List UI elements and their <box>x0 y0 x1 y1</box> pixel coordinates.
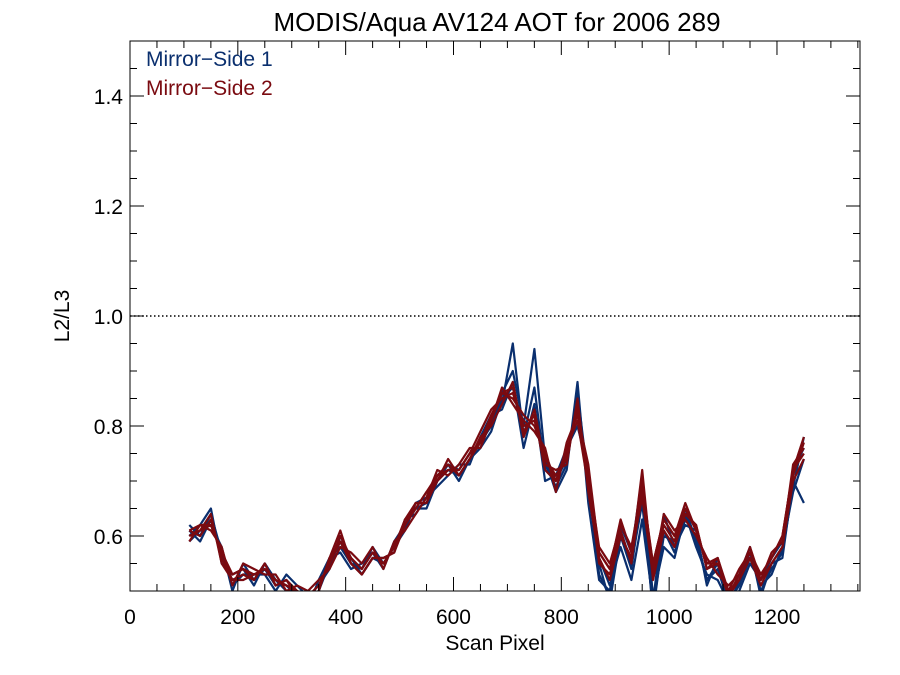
x-tick-labels: 0 200 400 600 800 1000 1200 <box>124 606 800 629</box>
y-tick-label: 0.8 <box>94 416 123 439</box>
series-line-9 <box>188 386 805 591</box>
chart-title: MODIS/Aqua AV124 AOT for 2006 289 <box>273 7 720 37</box>
x-axis-label: Scan Pixel <box>445 632 544 655</box>
y-tick-labels: 0.6 0.8 1.0 1.2 1.4 <box>94 86 124 549</box>
y-axis-label: L2/L3 <box>51 290 74 343</box>
x-tick-label: 200 <box>220 606 255 629</box>
x-tick-label: 400 <box>328 606 363 629</box>
series-line-6 <box>188 380 805 591</box>
legend: Mirror−Side 1 Mirror−Side 2 <box>146 48 273 100</box>
x-tick-label: 800 <box>544 606 579 629</box>
legend-entry-mirror-side-1: Mirror−Side 1 <box>146 48 273 71</box>
y-tick-label: 1.2 <box>94 196 123 219</box>
x-tick-label: 1000 <box>646 606 693 629</box>
x-tick-label: 600 <box>436 606 471 629</box>
series-layer <box>188 342 805 591</box>
x-tick-label: 0 <box>124 606 136 629</box>
y-tick-label: 0.6 <box>94 526 123 549</box>
series-line-4 <box>188 386 805 591</box>
legend-entry-mirror-side-2: Mirror−Side 2 <box>146 77 273 100</box>
y-tick-label: 1.4 <box>94 86 124 109</box>
x-tick-label: 1200 <box>754 606 801 629</box>
y-tick-label: 1.0 <box>94 306 123 329</box>
axis-ticks <box>129 40 860 592</box>
series-line-2 <box>188 347 805 591</box>
